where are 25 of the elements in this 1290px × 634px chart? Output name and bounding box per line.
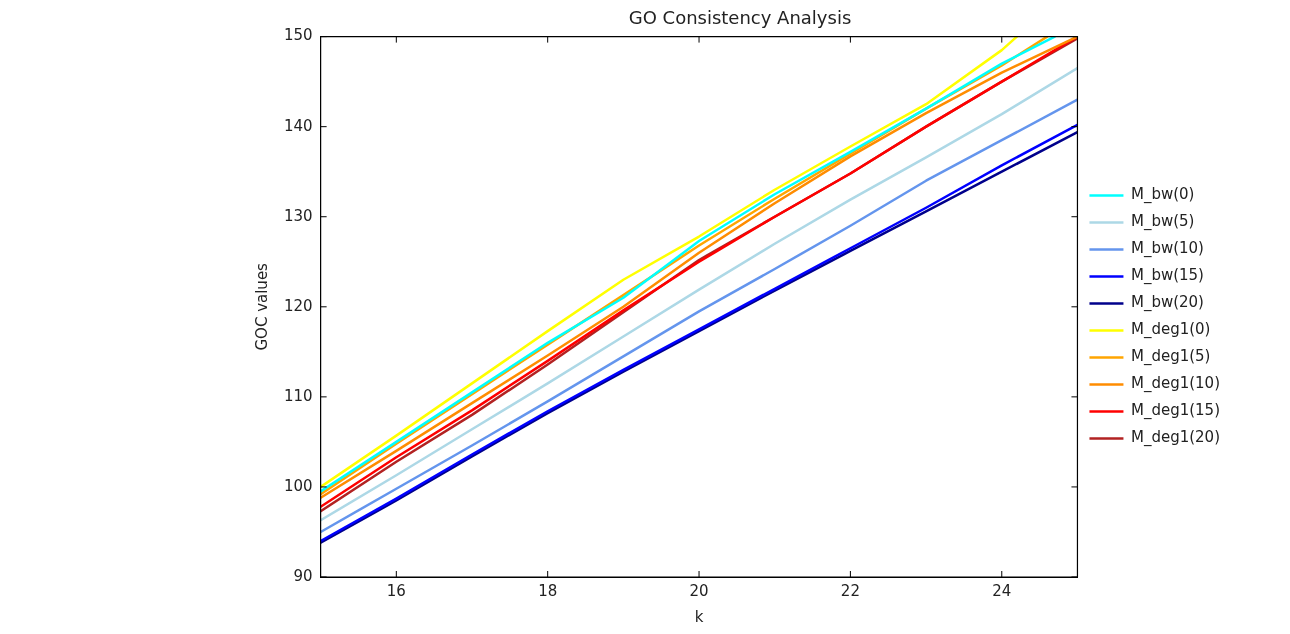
x-axis-title: k — [694, 607, 704, 626]
y-tick-label: 90 — [293, 566, 313, 585]
x-tick-label: 18 — [538, 581, 558, 600]
y-tick-label: 100 — [283, 476, 313, 495]
legend-label: M_bw(0) — [1130, 185, 1195, 205]
legend-label: M_bw(20) — [1130, 293, 1204, 313]
chart-title: GO Consistency Analysis — [628, 7, 852, 29]
x-tick-label: 24 — [992, 581, 1012, 600]
legend-label: M_bw(10) — [1130, 239, 1204, 259]
y-tick-label: 110 — [283, 386, 313, 405]
y-tick-label: 120 — [283, 296, 313, 315]
legend-label: M_deg1(5) — [1130, 347, 1211, 367]
legend-label: M_bw(15) — [1130, 266, 1204, 286]
y-tick-label: 150 — [283, 26, 313, 45]
y-axis-title: GOC values — [252, 262, 271, 351]
x-tick-label: 16 — [386, 581, 406, 600]
legend-label: M_deg1(20) — [1130, 428, 1221, 448]
y-tick-label: 130 — [283, 206, 313, 225]
legend-label: M_deg1(15) — [1130, 401, 1221, 421]
legend-label: M_deg1(10) — [1130, 374, 1221, 394]
legend-label: M_deg1(0) — [1130, 320, 1211, 340]
x-tick-label: 22 — [840, 581, 860, 600]
x-tick-label: 20 — [689, 581, 709, 600]
legend-label: M_bw(5) — [1130, 212, 1195, 232]
y-tick-label: 140 — [283, 116, 313, 135]
